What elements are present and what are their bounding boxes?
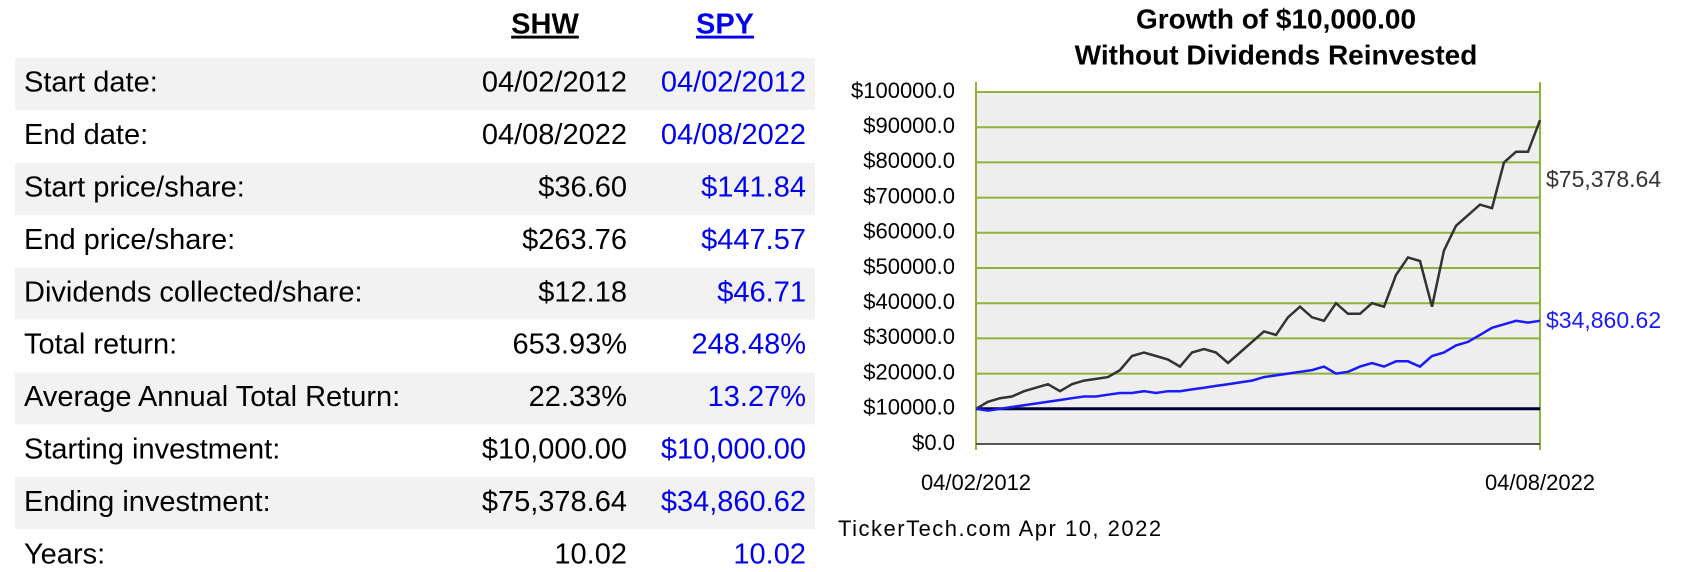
chart-title: Without Dividends Reinvested	[1075, 39, 1478, 70]
row-bg	[15, 477, 815, 530]
cell: 04/02/2012	[482, 67, 627, 99]
y-tick-label: $20000.0	[863, 359, 955, 384]
end-value-label: $75,378.64	[1546, 166, 1661, 192]
cell: 22.33%	[529, 381, 627, 413]
row-label: End date:	[24, 119, 148, 151]
row-bg	[15, 58, 815, 110]
end-value-label: $34,860.62	[1546, 307, 1661, 333]
cell: 04/08/2022	[661, 119, 806, 151]
column-header[interactable]: SHW	[511, 9, 579, 41]
cell: $447.57	[701, 224, 806, 256]
cell: $46.71	[717, 276, 806, 308]
y-tick-label: $70000.0	[863, 183, 955, 208]
cell: $10,000.00	[661, 433, 806, 465]
cell: 10.02	[733, 538, 806, 570]
row-label: Total return:	[24, 329, 177, 361]
row-label: End price/share:	[24, 224, 235, 256]
cell: $141.84	[701, 171, 806, 203]
series-line	[975, 319, 1541, 412]
cell: $36.60	[538, 171, 627, 203]
y-tick-label: $90000.0	[863, 113, 955, 138]
row-label: Ending investment:	[24, 486, 271, 518]
row-bg	[15, 162, 815, 215]
cell: 248.48%	[692, 329, 807, 361]
row-label: Start date:	[24, 67, 158, 99]
series-line	[975, 119, 1542, 410]
row-bg	[15, 372, 815, 425]
cell: 10.02	[554, 538, 627, 570]
cell: 13.27%	[708, 381, 806, 413]
row-label: Starting investment:	[24, 433, 280, 465]
row-label: Years:	[24, 538, 105, 570]
y-tick-label: $10000.0	[863, 395, 955, 420]
cell: 04/08/2022	[482, 119, 627, 151]
row-label: Dividends collected/share:	[24, 276, 363, 308]
x-tick-label: 04/02/2012	[921, 470, 1031, 495]
row-label: Start price/share:	[24, 171, 245, 203]
row-bg	[15, 267, 815, 320]
y-tick-label: $60000.0	[863, 219, 955, 244]
y-tick-label: $0.0	[912, 430, 955, 455]
chart-title: Growth of $10,000.00	[1136, 3, 1416, 34]
x-tick-label: 04/08/2022	[1485, 470, 1595, 495]
cell: 653.93%	[513, 329, 628, 361]
source-note: TickerTech.com Apr 10, 2022	[838, 516, 1163, 541]
column-header[interactable]: SPY	[696, 9, 754, 41]
cell: $12.18	[538, 276, 627, 308]
cell: $10,000.00	[482, 433, 627, 465]
cell: $263.76	[522, 224, 627, 256]
cell: 04/02/2012	[661, 67, 806, 99]
y-tick-label: $80000.0	[863, 148, 955, 173]
y-tick-label: $30000.0	[863, 324, 955, 349]
y-tick-label: $40000.0	[863, 289, 955, 314]
cell: $75,378.64	[482, 486, 627, 518]
y-tick-label: $50000.0	[863, 254, 955, 279]
cell: $34,860.62	[661, 486, 806, 518]
row-label: Average Annual Total Return:	[24, 381, 400, 413]
y-tick-label: $100000.0	[851, 78, 955, 103]
